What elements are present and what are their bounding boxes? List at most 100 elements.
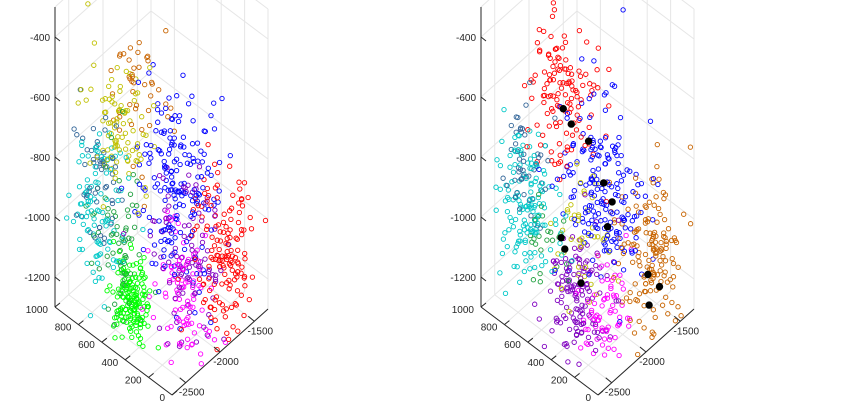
y-tick (101, 337, 108, 343)
scatter-points (493, 0, 694, 367)
data-point (186, 152, 192, 158)
data-point (118, 102, 124, 109)
data-point (95, 185, 101, 191)
data-point (541, 28, 547, 35)
grid-line (150, 190, 269, 280)
data-point (504, 243, 510, 250)
grid-line (54, 10, 152, 98)
data-point (532, 301, 538, 307)
grid-line (215, 0, 269, 40)
data-point (230, 324, 236, 330)
data-point (557, 80, 563, 86)
data-point (593, 291, 600, 298)
data-point (576, 27, 583, 34)
data-point (573, 127, 580, 133)
data-point (617, 314, 623, 320)
data-point (544, 237, 550, 243)
data-point (616, 134, 622, 141)
data-point (669, 255, 675, 262)
data-point (185, 101, 192, 107)
data-point (605, 233, 611, 239)
data-point (90, 125, 97, 132)
data-point (123, 271, 129, 277)
grid-lines (54, 0, 269, 396)
data-point (550, 63, 556, 70)
data-point (158, 129, 165, 135)
data-point (147, 288, 153, 294)
data-point (522, 237, 528, 243)
data-point (663, 241, 669, 247)
data-point (239, 264, 245, 270)
data-point (123, 107, 129, 114)
data-point (574, 298, 580, 304)
x-tick-label: -2500 (179, 388, 205, 399)
data-point (239, 231, 245, 238)
data-point (648, 280, 655, 286)
data-point (190, 278, 197, 284)
data-point (121, 239, 127, 245)
data-point (183, 238, 190, 245)
data-point (136, 252, 142, 258)
data-point (198, 174, 205, 180)
data-point (222, 271, 228, 278)
data-point (606, 103, 612, 109)
data-point (565, 278, 571, 284)
grid-line (136, 232, 255, 322)
data-point (502, 290, 509, 297)
data-point (592, 321, 599, 328)
data-point (197, 266, 203, 272)
data-point (213, 223, 219, 230)
data-point (224, 330, 230, 336)
data-point (592, 180, 598, 187)
data-point (115, 286, 122, 292)
data-point (542, 258, 549, 265)
data-point (536, 316, 542, 322)
data-point (564, 261, 570, 267)
data-point (160, 175, 166, 181)
data-point (163, 170, 169, 176)
data-point (508, 146, 514, 153)
data-point (186, 321, 192, 327)
data-point (590, 208, 597, 214)
data-point (180, 184, 187, 190)
data-point (597, 290, 603, 296)
data-point (114, 64, 120, 71)
data-point (525, 225, 531, 231)
data-point (638, 209, 644, 216)
data-point (233, 235, 239, 241)
data-point (635, 209, 642, 215)
data-point (199, 214, 205, 220)
data-point (586, 124, 592, 131)
grid-line (576, 70, 695, 160)
data-point (136, 152, 142, 158)
data-point (524, 230, 530, 236)
data-point (190, 304, 196, 310)
data-point (219, 281, 225, 287)
data-point (131, 291, 137, 297)
data-point (563, 130, 570, 136)
data-point (521, 268, 528, 275)
data-point (622, 194, 629, 200)
data-point (97, 224, 103, 231)
data-point (521, 191, 527, 198)
data-point (110, 289, 116, 295)
data-point (591, 300, 598, 307)
data-point (538, 152, 544, 158)
data-point (620, 172, 627, 178)
data-point (664, 279, 671, 285)
data-point (102, 127, 108, 133)
data-point (563, 213, 569, 219)
data-point (579, 100, 585, 106)
data-point (568, 258, 574, 265)
data-point (236, 209, 243, 216)
data-point (229, 259, 235, 266)
data-point (140, 343, 146, 349)
data-point (88, 86, 94, 92)
data-point (585, 334, 592, 341)
data-point (197, 351, 204, 357)
data-point (601, 352, 608, 358)
data-point (119, 288, 126, 294)
y-tick (124, 355, 131, 361)
data-point (83, 213, 90, 220)
data-point (142, 151, 148, 157)
